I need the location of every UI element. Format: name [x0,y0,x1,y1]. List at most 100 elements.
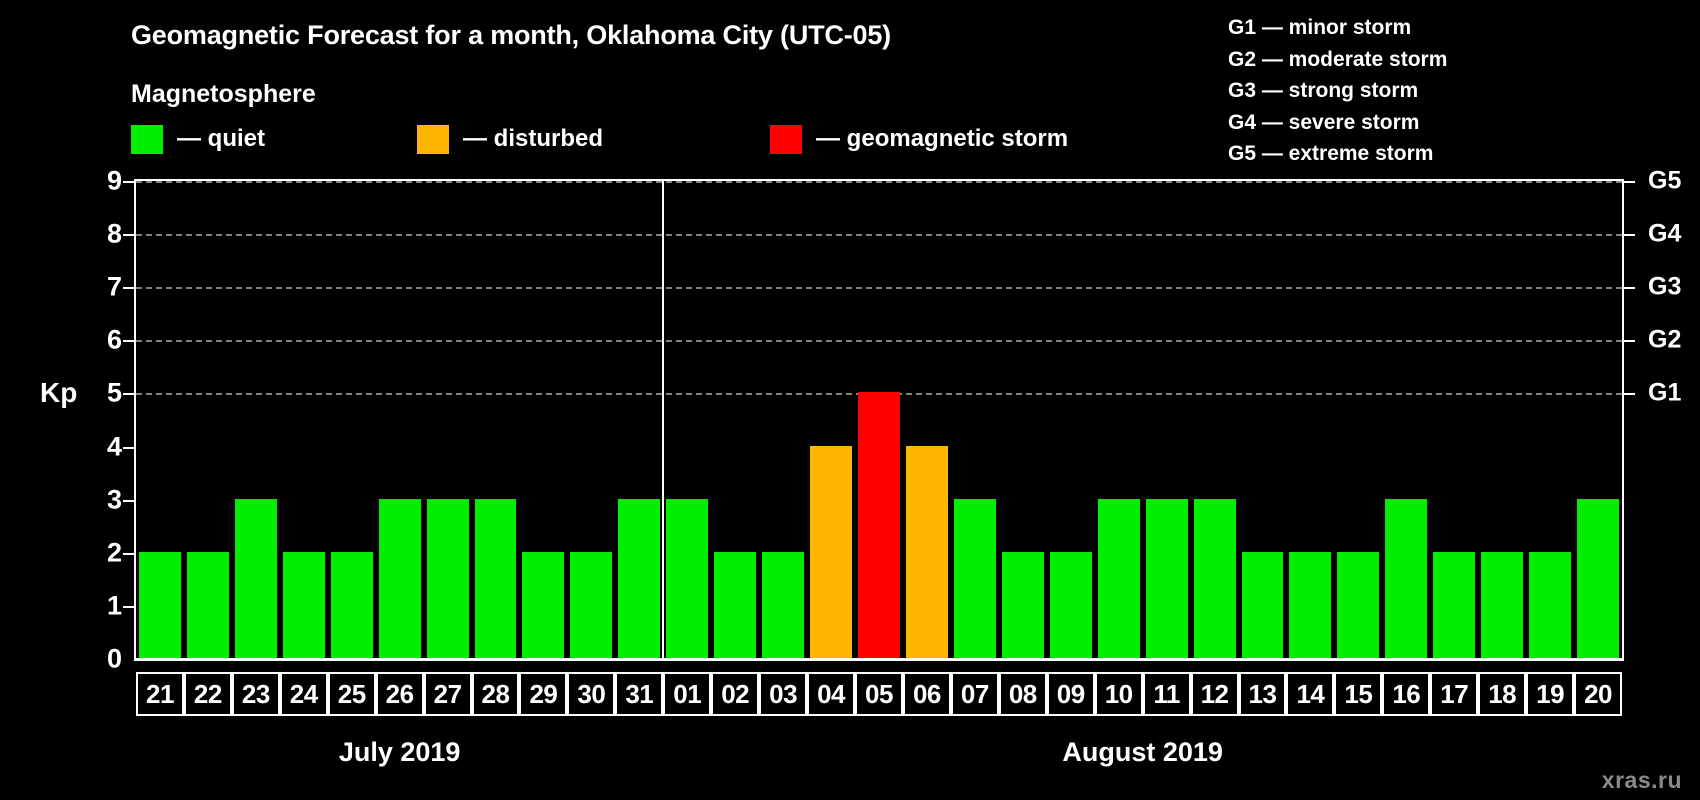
day-axis-labels: 21 22 23 24 25 26 27 28 29 30 31 01 02 03 04 05 06 07 08 09… [134,672,1624,716]
day-label-cell: 25 [327,672,376,716]
y-axis-tick-mark [123,499,134,502]
bar [1577,498,1619,658]
gridline [136,340,1622,343]
y-axis-tick-label: 9 [106,165,122,196]
bar [1481,551,1524,658]
storm-scale-row: G1 — minor storm [1228,16,1412,39]
bar [1241,551,1284,658]
watermark: xras.ru [1601,767,1682,793]
bar [1145,498,1188,658]
g-axis-ticks: G1 G2 G3 G4 G5 [1624,167,1700,661]
y-axis-ticks: 0 1 2 3 4 5 6 7 8 9 [0,166,122,674]
legend-item: — disturbed [417,124,604,154]
bar [1049,551,1092,658]
bar [1001,551,1044,658]
day-label-cell: 02 [711,672,760,716]
day-label-cell: 14 [1286,672,1335,716]
bar [953,498,996,658]
legend-label: — geomagnetic storm [816,125,1069,152]
day-label-cell: 16 [1382,672,1431,716]
g-axis-tick-mark [1624,234,1635,237]
y-axis-tick-mark [123,181,134,183]
day-label-cell: 11 [1142,672,1191,716]
g-axis-tick-label: G4 [1648,219,1682,248]
y-axis-tick-label: 1 [106,590,122,621]
day-label-cell: 18 [1478,672,1527,716]
y-axis-tick-mark [123,446,134,449]
quiet-swatch [131,124,163,154]
bar [1385,498,1428,658]
page-title: Geomagnetic Forecast for a month, Oklaho… [131,20,891,50]
bar [810,445,853,658]
month-caption: July 2019 [338,737,461,767]
day-label-cell: 04 [807,672,856,716]
bar [762,551,805,658]
day-label-cell: 15 [1334,672,1383,716]
bar [570,551,613,658]
day-label-cell: 08 [998,672,1047,716]
legend-label: — disturbed [463,125,604,152]
legend-item: — quiet [131,124,265,154]
bar [714,551,757,658]
storm-swatch [770,124,803,154]
legend-label: — quiet [177,125,265,152]
storm-scale-row: G5 — extreme storm [1228,142,1434,165]
storm-scale-row: G2 — moderate storm [1228,47,1448,71]
y-axis-title: Kp [40,377,78,408]
g-axis-tick-label: G2 [1648,325,1682,354]
day-label-cell: 19 [1526,672,1575,716]
y-axis-tick-label: 4 [106,431,122,462]
g-axis-tick-label: G3 [1648,272,1682,301]
bar [234,498,277,658]
day-label-cell: 24 [279,672,328,716]
legend-item: — geomagnetic storm [770,124,1069,154]
y-axis-tick-label: 6 [106,324,122,355]
day-label-cell: 31 [615,672,664,716]
y-axis-tick-label: 0 [106,643,122,674]
day-label-cell: 12 [1190,672,1239,716]
y-axis-tick-mark [123,552,134,555]
bar [282,551,325,658]
storm-scale-row: G3 — strong storm [1228,79,1419,102]
bar [330,551,373,658]
bar [1289,551,1332,658]
day-label-cell: 01 [663,672,712,716]
y-axis-tick-label: 8 [106,218,122,249]
bar [426,498,469,658]
gridline [136,234,1622,237]
y-axis-tick-mark [123,234,134,237]
g-axis-tick-mark [1624,287,1635,290]
plot-area [134,179,1624,661]
bar [474,498,517,658]
day-label-cell: 13 [1238,672,1287,716]
gridline [136,181,1622,183]
bar [378,498,421,658]
y-axis-tick-mark [123,340,134,343]
bar [1529,551,1572,658]
month-divider [662,181,665,658]
bar [1097,498,1140,658]
y-axis-tick-mark [123,605,134,608]
g-axis-tick-mark [1624,340,1635,343]
day-label-cell: 17 [1430,672,1479,716]
storm-scale-row: G4 — severe storm [1228,110,1420,134]
g-axis-tick-label: G1 [1648,378,1682,407]
storm-scale-key: G1 — minor storm G2 — moderate storm G3 — … [1228,12,1447,170]
magnetosphere-label: Magnetosphere [131,80,316,108]
day-label-cell: 27 [423,672,472,716]
month-caption: August 2019 [1062,737,1223,767]
day-label-cell: 10 [1094,672,1143,716]
day-label-cell: 09 [1046,672,1095,716]
day-label-cell: 07 [950,672,999,716]
day-label-cell: 20 [1574,672,1622,716]
y-axis-tick-label: 5 [106,377,122,408]
g-axis-tick-mark [1624,393,1635,396]
day-label-cell: 23 [231,672,280,716]
day-label-cell: 22 [183,672,232,716]
g-axis-tick-label: G5 [1648,166,1682,195]
y-axis-tick-label: 3 [106,484,122,515]
day-label-cell: 28 [471,672,520,716]
g-axis-tick-mark [1624,181,1635,183]
day-label-cell: 06 [902,672,951,716]
bar [905,445,948,658]
